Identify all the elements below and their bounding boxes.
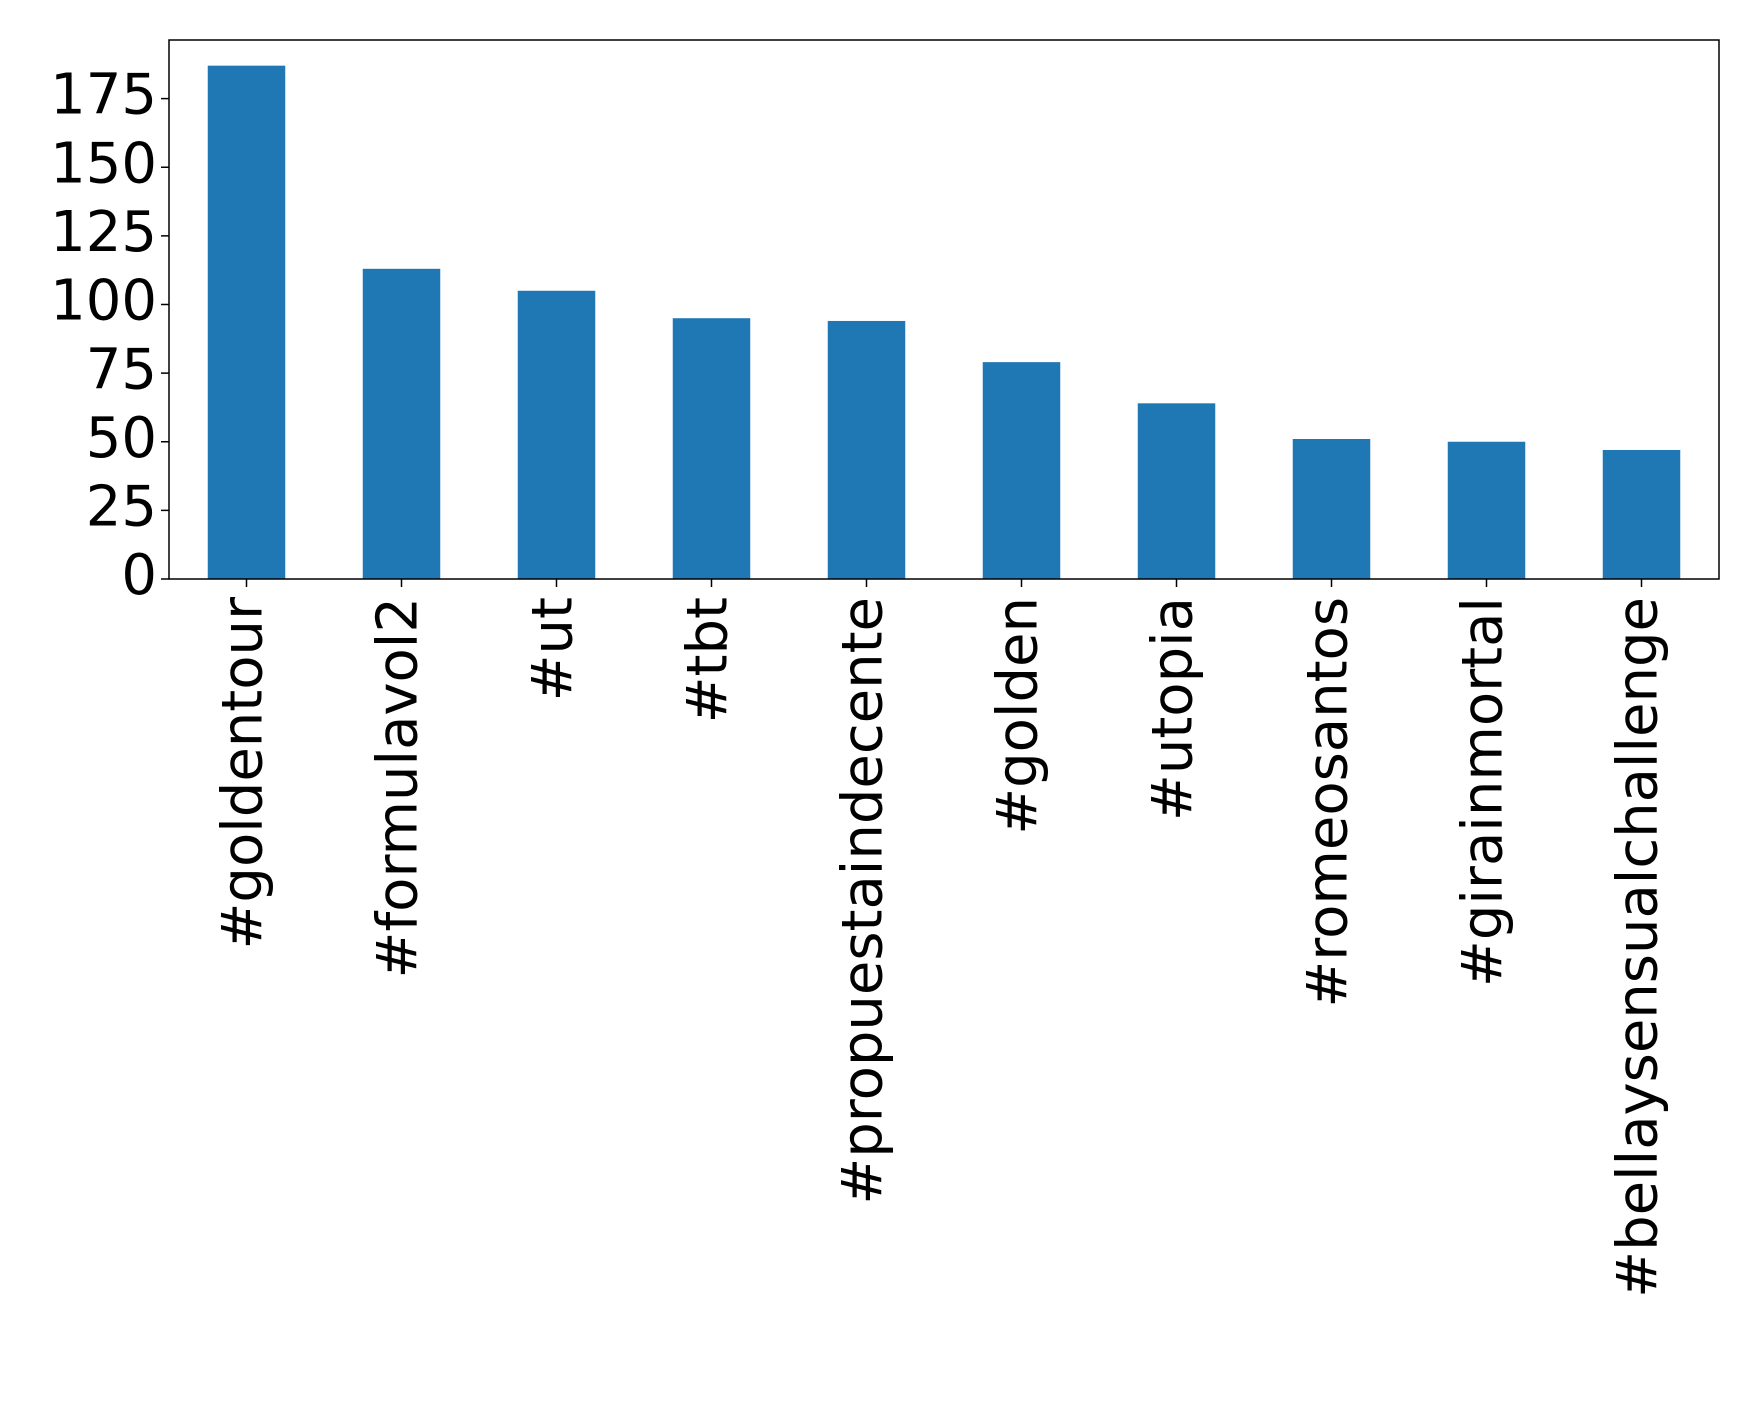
bar [1602, 449, 1681, 579]
y-tick-label: 0 [121, 543, 157, 608]
x-tick-label: #propuestaindecente [831, 597, 896, 1205]
y-tick-label: 125 [50, 200, 157, 265]
bar [982, 362, 1061, 579]
plot-frame [168, 39, 1720, 580]
x-tick-label: #ut [521, 597, 586, 701]
bar [362, 268, 441, 579]
bar [517, 290, 596, 579]
x-tick-label: #formulavol2 [366, 597, 431, 978]
y-tick-label: 150 [50, 131, 157, 196]
bar [827, 320, 906, 579]
y-tick-label: 75 [86, 337, 157, 402]
x-tick-label: #goldentour [211, 596, 276, 949]
x-tick-label: #utopia [1141, 597, 1206, 821]
bar [1137, 403, 1216, 579]
y-tick-label: 50 [86, 406, 157, 471]
bar [672, 318, 751, 579]
x-tick-label: #girainmortal [1451, 597, 1516, 987]
bar [207, 65, 286, 579]
bar [1292, 439, 1371, 579]
x-tick-label: #romeosantos [1296, 597, 1361, 1008]
x-tick-label: #golden [986, 597, 1051, 835]
y-tick-label: 25 [86, 475, 157, 540]
x-tick-label: #bellaysensualchallenge [1606, 597, 1671, 1298]
y-tick-label: 175 [50, 63, 157, 128]
y-tick-label: 100 [50, 269, 157, 334]
bar [1447, 441, 1526, 579]
x-tick-label: #tbt [676, 597, 741, 723]
